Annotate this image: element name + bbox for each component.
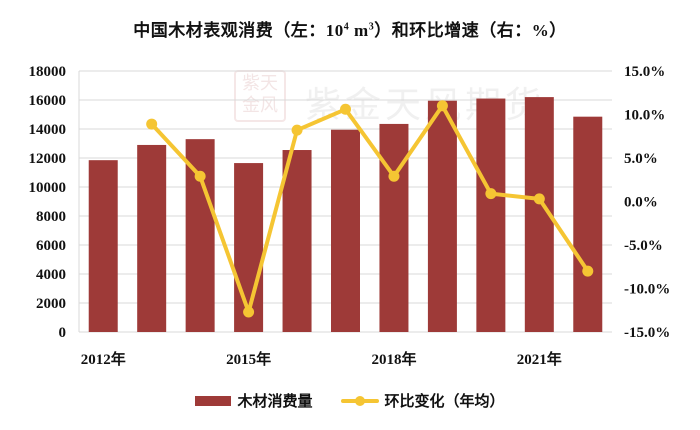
chart-title: 中国木材表观消费（左：104 m3）和环比增速（右：%） <box>133 21 567 40</box>
right-axis-tick: -15.0% <box>624 325 670 341</box>
bar <box>427 100 457 332</box>
bar <box>331 129 360 332</box>
data-point <box>436 100 448 112</box>
right-axis-tick: 0.0% <box>624 195 658 211</box>
right-axis-tick: -10.0% <box>624 282 670 298</box>
left-axis-tick: 14000 <box>29 122 67 138</box>
legend: 木材消费量 环比变化（年均） <box>0 390 700 411</box>
data-point <box>194 170 206 182</box>
data-point <box>582 265 594 277</box>
data-point <box>533 193 545 205</box>
left-axis-tick: 6000 <box>36 238 66 254</box>
data-point <box>388 170 400 182</box>
left-axis-tick: 10000 <box>29 180 67 196</box>
left-axis-tick: 2000 <box>36 296 66 312</box>
legend-bar-label: 木材消费量 <box>237 394 313 410</box>
x-axis-tick: 2015年 <box>226 350 271 368</box>
bar <box>573 116 603 332</box>
bar <box>476 98 506 332</box>
left-axis-tick: 8000 <box>36 209 66 225</box>
left-axis-tick: 4000 <box>36 267 66 283</box>
growth-line <box>150 103 590 314</box>
left-axis-tick: 18000 <box>29 64 67 80</box>
x-axis-tick: 2018年 <box>371 350 416 368</box>
x-axis-tick: 2021年 <box>517 350 562 368</box>
bar <box>379 123 409 332</box>
bar <box>282 150 312 332</box>
x-axis-tick: 2012年 <box>81 350 126 368</box>
right-axis-tick: -5.0% <box>624 238 663 254</box>
left-axis-tick: 12000 <box>29 151 67 167</box>
data-point <box>291 124 303 136</box>
bar-swatch-icon <box>195 395 232 406</box>
bar <box>137 144 167 332</box>
right-axis-tick: 5.0% <box>624 151 658 167</box>
bar <box>234 163 264 332</box>
line-swatch-icon <box>340 395 379 406</box>
right-axis-tick: 15.0% <box>624 64 665 80</box>
left-axis-tick: 16000 <box>29 93 67 109</box>
data-point <box>340 103 351 115</box>
legend-item-line: 环比变化（年均） <box>340 390 505 411</box>
left-axis-tick: 0 <box>59 325 67 341</box>
right-axis-tick: 10.0% <box>624 108 665 124</box>
bar <box>88 160 118 332</box>
data-point <box>485 188 497 200</box>
legend-line-label: 环比变化（年均） <box>384 394 505 410</box>
legend-item-bar: 木材消费量 <box>195 390 313 411</box>
data-point <box>243 306 255 318</box>
data-point <box>146 118 158 130</box>
